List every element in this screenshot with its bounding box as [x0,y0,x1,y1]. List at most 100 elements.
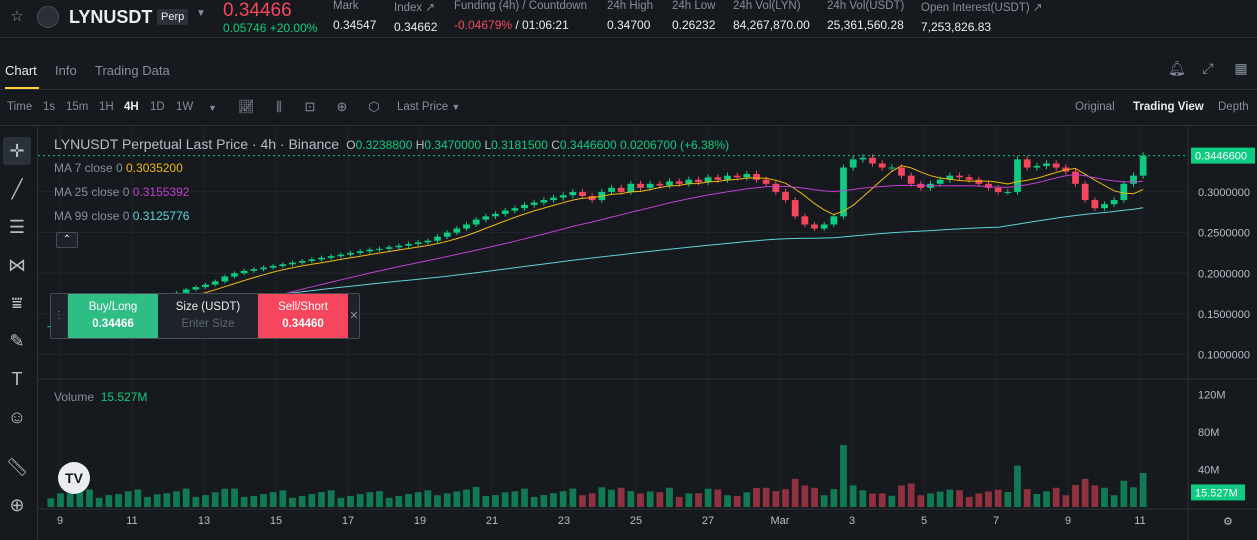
interval-15m[interactable]: 15m [66,101,89,113]
settings-gear-icon[interactable]: ⚙ [1223,516,1233,528]
candle-body [318,257,325,260]
volume-bar [617,487,625,507]
volume-bar [298,495,306,507]
settings-hex-icon[interactable]: ⬡ [368,99,380,114]
view-original[interactable]: Original [1075,101,1115,113]
emoji-icon[interactable]: ☺ [7,407,27,427]
drag-handle-icon[interactable]: ⋮ [51,294,68,338]
interval-1w[interactable]: 1W [176,101,194,113]
date-tick-label: 3 [849,515,855,527]
candle-body [994,187,1002,192]
chart-area[interactable]: 0.3000000 0.2500000 0.2000000 0.1500000 0.10… [38,127,1257,540]
view-depth[interactable]: Depth [1218,101,1249,113]
volume-bar [57,493,64,507]
volume-bar [405,494,412,507]
volume-bar [153,494,161,507]
date-tick-label: 17 [342,515,354,527]
volume-bar [733,495,741,507]
stat-open-interest[interactable]: Open Interest(USDT) ↗ 7,253,826.83 [921,0,1042,34]
price-tick-label: 0.2500000 [1198,228,1250,240]
volume-bar [666,487,673,507]
candle-type-icon[interactable]: ⫼ [276,99,282,114]
favorite-star-icon[interactable]: ☆ [10,8,24,25]
stat-label: Index ↗ [394,2,435,14]
candle-body [820,224,828,229]
ticker-header: ☆ LYNUSDT Perp ▼ 0.34466 0.05746 +20.00%… [0,0,1257,38]
price-type-select[interactable]: Last Price ▼ [397,101,460,113]
grid-layout-icon[interactable]: ▦ [1234,60,1248,76]
sell-short-button[interactable]: Sell/Short 0.34460 [258,294,348,338]
interval-1d[interactable]: 1D [150,101,165,113]
volume-bar [1014,465,1021,507]
candle-body [840,167,847,217]
price-type-label: Last Price [397,101,449,113]
candle-body [366,249,374,252]
candle-body [1130,175,1137,184]
zoom-in-icon[interactable]: ⊕ [9,495,25,515]
candle-body [724,175,731,180]
close-icon[interactable]: ✕ [349,310,359,322]
size-label: Size (USDT) [175,301,241,313]
tab-info[interactable]: Info [55,63,77,78]
volume-bar [424,490,432,507]
candle-body [550,197,557,201]
interval-1h[interactable]: 1H [99,101,114,113]
candle-body [1014,159,1021,192]
candle-body [501,210,509,214]
volume-bar [1023,489,1031,507]
interval-4h[interactable]: 4H [124,101,139,113]
close-label: C [551,138,560,152]
date-tick-label: 27 [702,515,714,527]
volume-bar [714,489,722,507]
indicator-chart-icon[interactable]: 📈︎ [238,99,255,114]
volume-bar [327,490,335,507]
stat-label: 24h Vol(LYN) [733,0,801,12]
tab-trading-data[interactable]: Trading Data [95,63,170,78]
candle-body [1101,204,1108,209]
volume-bar [231,488,238,507]
active-tab-indicator [5,87,39,89]
volume-bar [443,493,451,507]
volume-tick-label: 120M [1198,389,1226,401]
candle-body [356,251,364,253]
add-indicator-icon[interactable]: ⊕ [336,99,348,114]
collapse-legend-button[interactable]: ⌃ [56,232,78,248]
view-trading-view[interactable]: Trading View [1133,101,1204,113]
volume-bar [559,491,567,507]
stat-index[interactable]: Index ↗ 0.34662 [394,0,437,34]
fib-icon[interactable]: ⩸ [11,293,23,313]
interval-1s[interactable]: 1s [43,101,56,113]
candle-body [463,224,470,229]
volume-bar [124,491,132,507]
volume-bar [492,495,499,507]
volume-label: Volume [54,390,95,404]
tab-chart[interactable]: Chart [5,63,37,78]
crosshair-icon[interactable]: ✛ [3,137,31,165]
candle-body [1139,155,1147,176]
ruler-icon[interactable]: 📏︎ [5,457,29,477]
candle-body [743,174,751,178]
horizontal-lines-icon[interactable]: ☰ [8,217,26,237]
symbol-title[interactable]: LYNUSDT [69,7,153,27]
date-tick-label: 23 [558,515,570,527]
symbol-dropdown-icon[interactable]: ▼ [196,8,206,19]
expand-icon[interactable]: ⤢ [1202,60,1214,76]
brush-icon[interactable]: ✎ [9,331,25,351]
buy-long-button[interactable]: Buy/Long 0.34466 [68,294,158,338]
candle-body [965,177,973,180]
trend-line-icon[interactable]: ╱ [11,179,23,199]
volume-value: 15.527M [100,390,148,404]
volume-bar [182,488,190,507]
volume-bar [202,495,209,507]
candle-body [695,179,702,183]
bell-icon[interactable]: 🔔︎ [1168,60,1186,76]
interval-dropdown-icon[interactable]: ▼ [208,103,217,113]
volume-bar [627,491,635,507]
text-tool-icon[interactable]: T [11,369,23,389]
candle-body [753,174,760,180]
tradingview-logo[interactable]: TV [58,462,90,494]
camera-icon[interactable]: ⊡ [304,99,316,114]
pattern-icon[interactable]: ⋈ [8,255,26,275]
volume-bar [946,489,954,507]
size-input[interactable]: Size (USDT) Enter Size [158,294,258,338]
